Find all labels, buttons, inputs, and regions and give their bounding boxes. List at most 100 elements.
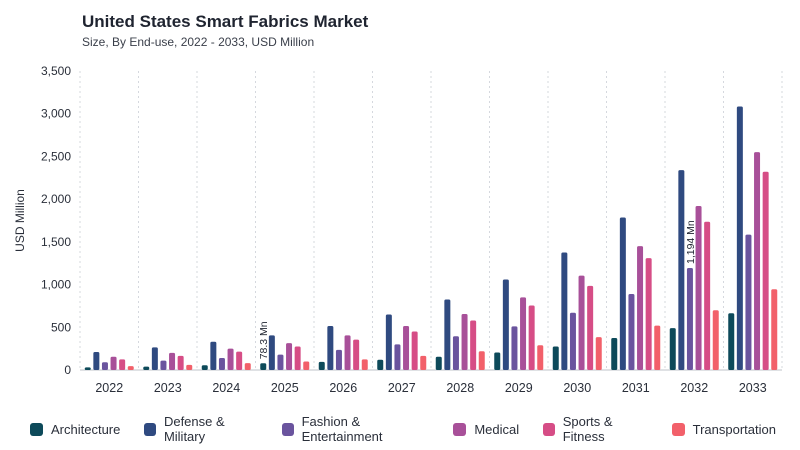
bar [520, 297, 527, 370]
y-tick-label: 2,000 [41, 192, 71, 206]
y-tick-label: 2,500 [41, 149, 71, 163]
bar [704, 221, 711, 370]
y-tick-label: 0 [64, 363, 71, 377]
bar [394, 344, 401, 370]
legend-swatch [30, 422, 43, 436]
bar [244, 363, 251, 370]
bar [110, 356, 117, 370]
bar [385, 314, 392, 370]
x-tick-label: 2026 [329, 381, 357, 395]
legend-item: Architecture [30, 422, 120, 437]
bar [177, 355, 184, 370]
bar [736, 106, 743, 371]
x-tick-label: 2028 [446, 381, 474, 395]
legend-label: Fashion & Entertainment [301, 414, 383, 444]
x-tick-label: 2024 [212, 381, 240, 395]
legend-swatch [671, 422, 685, 436]
bar [595, 337, 602, 370]
y-axis-label: USD Million [13, 189, 27, 252]
bar [528, 305, 535, 370]
x-tick-label: 2032 [680, 381, 708, 395]
bar [578, 275, 585, 370]
bar [502, 279, 509, 370]
bar [335, 349, 342, 370]
bar [101, 362, 108, 370]
bar [678, 170, 685, 370]
bar [452, 336, 459, 370]
bar [628, 293, 635, 370]
y-tick-label: 1,000 [41, 278, 71, 292]
bar [318, 361, 325, 370]
bar [745, 234, 752, 370]
bar [511, 326, 518, 370]
bar [294, 346, 301, 370]
x-tick-label: 2025 [271, 381, 299, 395]
bar [637, 246, 644, 370]
bar [327, 326, 334, 370]
bar [728, 313, 735, 370]
bar [227, 348, 234, 370]
bar [611, 337, 618, 370]
bar [210, 341, 217, 370]
y-tick-label: 3,500 [41, 64, 71, 78]
bar [771, 289, 778, 370]
data-label: 1,194 Mn [685, 220, 697, 264]
legend-label: Transportation [692, 421, 776, 437]
bar [377, 359, 384, 370]
bar [654, 325, 661, 370]
legend-swatch [543, 422, 555, 436]
x-tick-label: 2027 [388, 381, 416, 395]
bar [186, 364, 193, 370]
bar [218, 358, 225, 370]
bar [260, 363, 267, 370]
legend-item: Transportation [671, 421, 776, 437]
legend: Architecture Defense & Military Fashion & … [30, 414, 800, 444]
bar [762, 171, 769, 370]
bar [695, 205, 702, 370]
bar [361, 359, 368, 370]
legend-swatch [281, 422, 294, 436]
bar [303, 361, 310, 370]
legend-item: Sports & Fitness [543, 414, 648, 444]
bar [160, 360, 167, 370]
legend-item: Defense & Military [144, 414, 258, 444]
bar [201, 365, 208, 370]
y-tick-label: 1,500 [41, 235, 71, 249]
bar [561, 252, 568, 370]
chart-subtitle: Size, By End-use, 2022 - 2033, USD Milli… [82, 35, 315, 49]
bar [411, 331, 418, 370]
bar [353, 339, 360, 370]
bar [461, 314, 468, 370]
legend-swatch [453, 422, 467, 436]
bar [444, 299, 451, 370]
y-tick-label: 500 [51, 320, 71, 334]
bar [268, 335, 275, 370]
bar [84, 367, 91, 370]
x-tick-label: 2029 [505, 381, 533, 395]
x-tick-label: 2030 [563, 381, 591, 395]
bar [127, 366, 134, 370]
legend-item: Medical [453, 422, 519, 437]
x-tick-label: 2023 [154, 381, 182, 395]
bar [143, 366, 150, 370]
bar [645, 258, 652, 370]
bar [151, 347, 158, 370]
bar [169, 352, 176, 370]
bar [344, 335, 351, 370]
legend-swatch [144, 422, 156, 436]
legend-label: Architecture [51, 421, 121, 437]
x-tick-label: 2033 [739, 381, 767, 395]
bar [537, 345, 544, 370]
bar [470, 320, 477, 370]
bar [403, 326, 410, 370]
bar [494, 352, 501, 370]
bar [236, 351, 243, 370]
bar [587, 285, 594, 370]
x-tick-label: 2031 [622, 381, 650, 395]
chart-title: United States Smart Fabrics Market [82, 12, 369, 31]
bar [286, 343, 293, 370]
bar [93, 352, 100, 370]
bar [435, 356, 442, 370]
legend-label: Medical [474, 421, 520, 437]
